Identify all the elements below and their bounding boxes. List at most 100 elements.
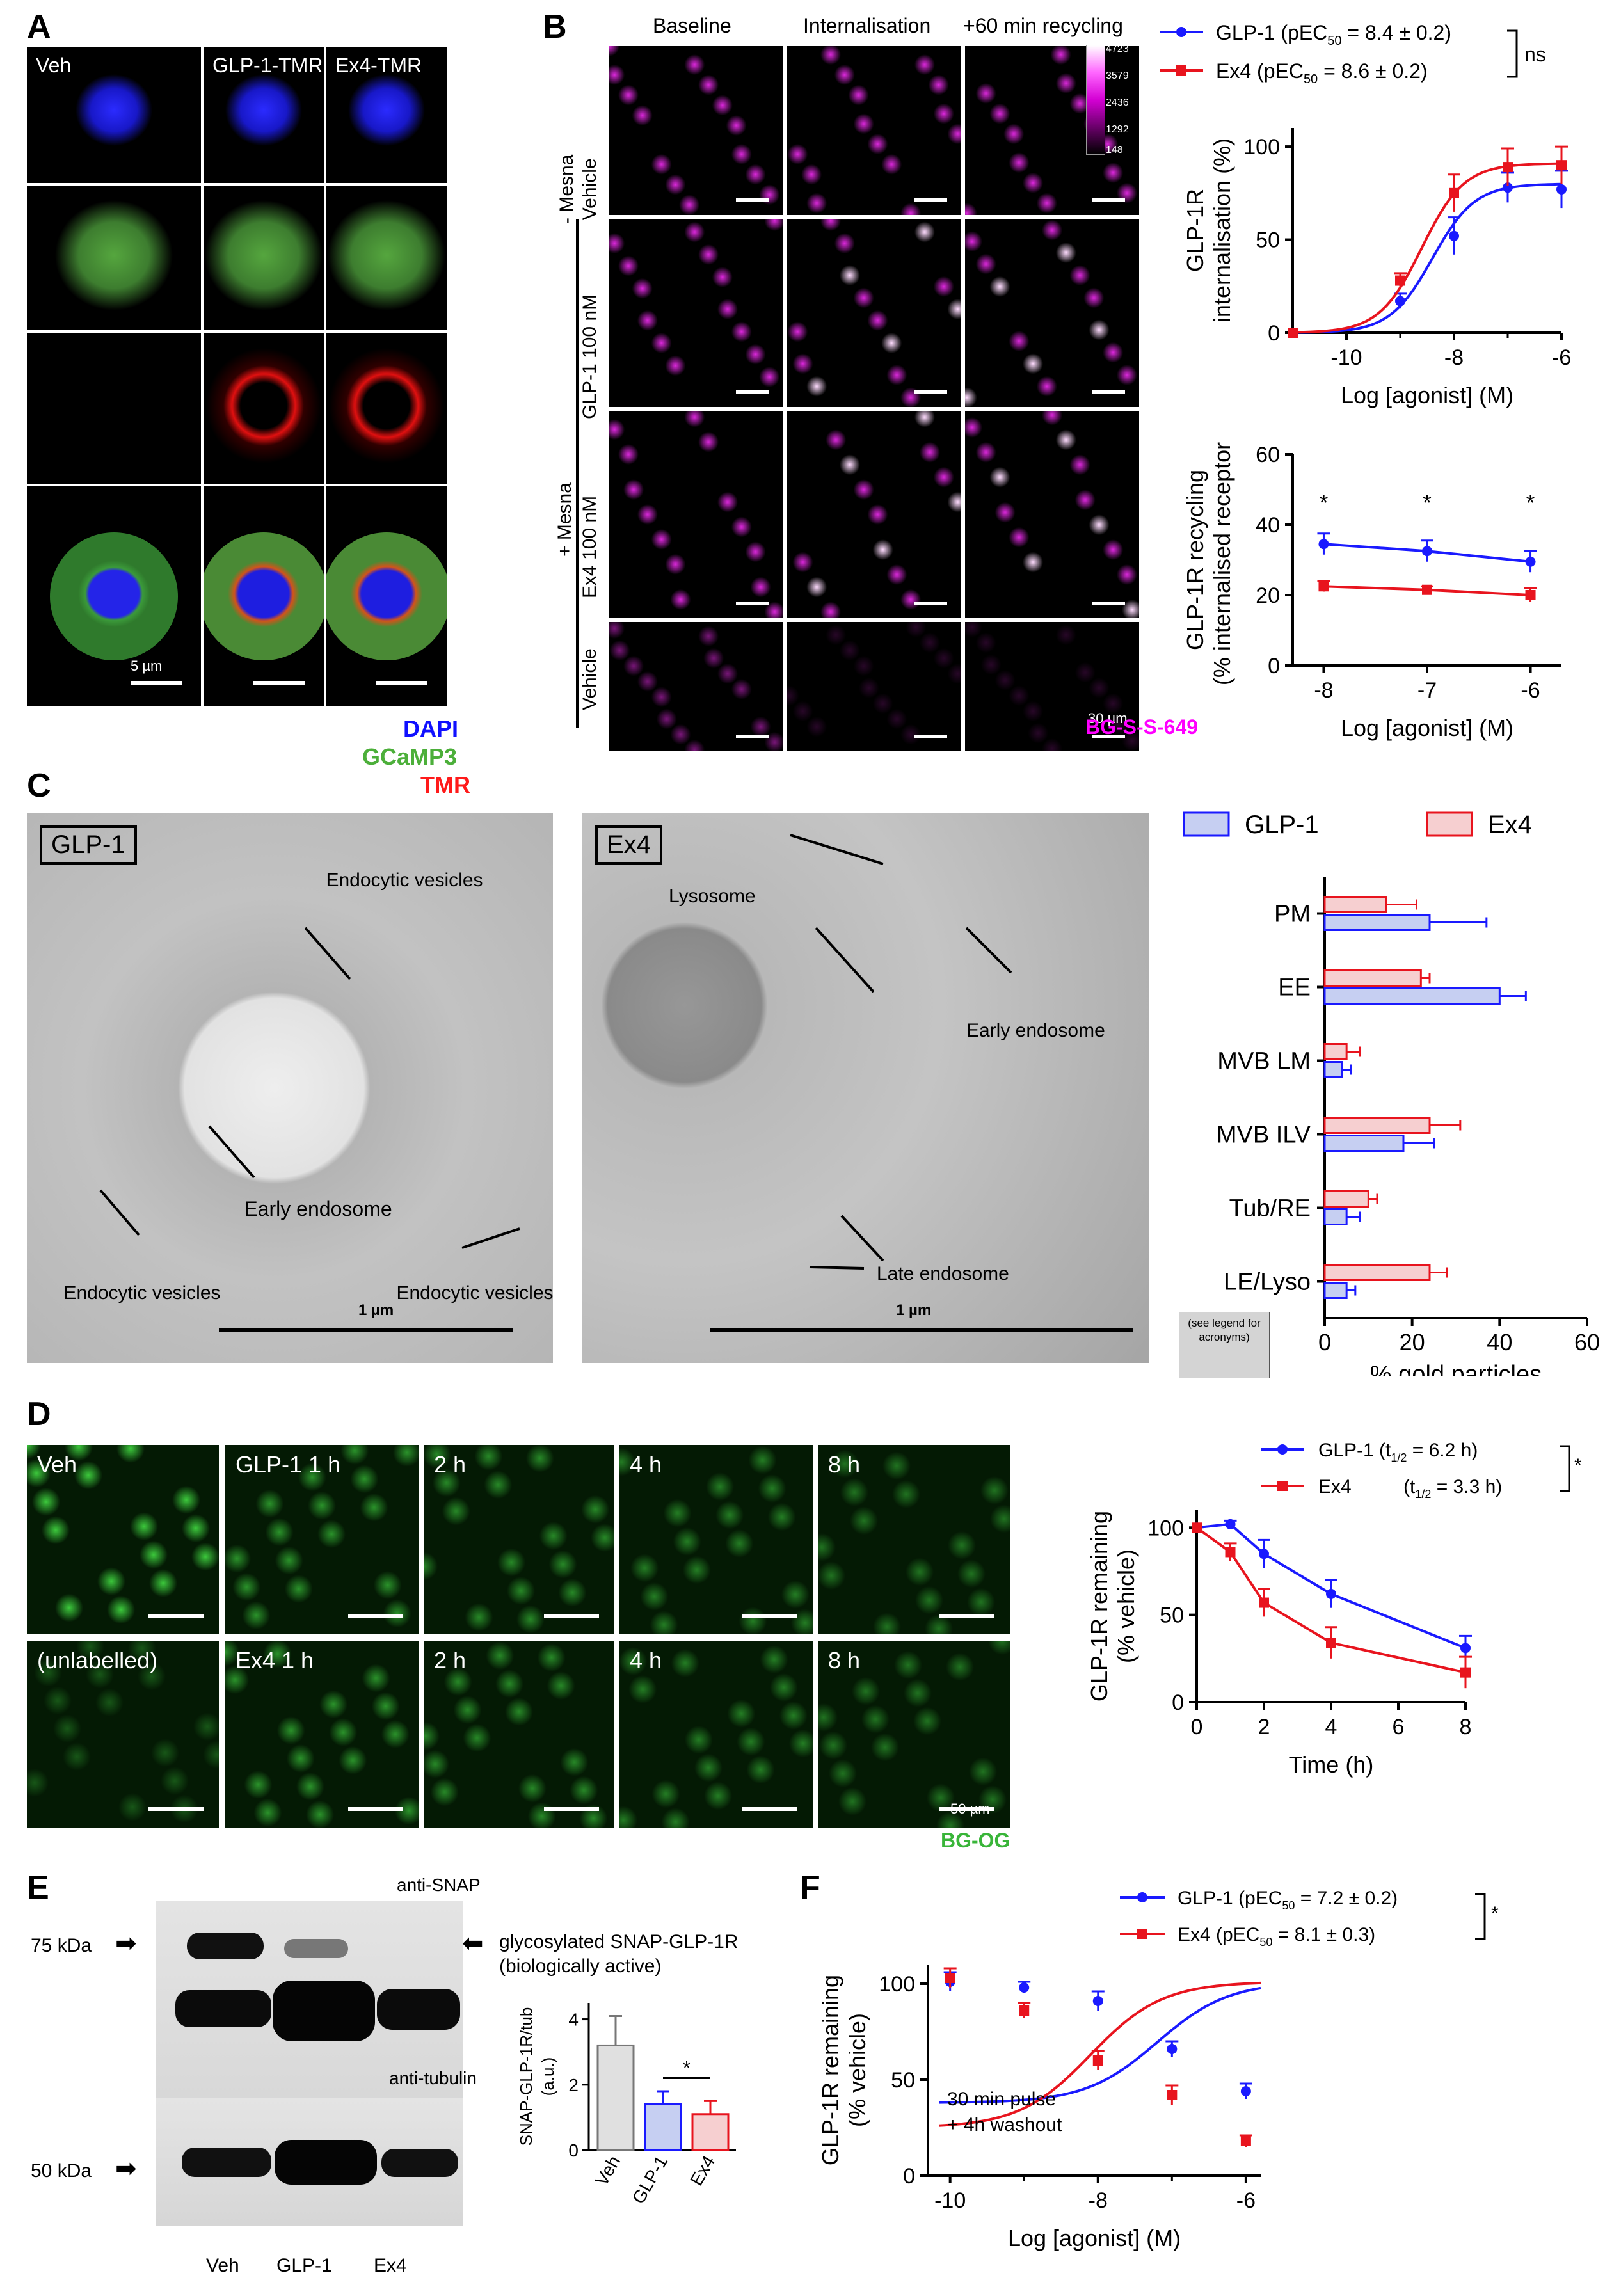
cell-signal: [326, 344, 447, 472]
chart-remaining-time: 0 50 100 0 2 4 6 8 Time (h) GLP-1R remaining(% ve…: [1086, 1510, 1472, 1778]
bar-ex4: [1323, 1264, 1431, 1281]
panel-f-legend: GLP-1 (pEC50 = 7.2 ± 0.2) Ex4 (pEC50 = 8…: [1120, 1888, 1499, 1949]
micrograph-d-cell: 2 h: [424, 1641, 614, 1828]
x-tick-label: 60: [1574, 1329, 1600, 1355]
y-tick-label: 100: [1243, 135, 1280, 159]
star-f: *: [1491, 1903, 1499, 1924]
bar-ex4: [1323, 896, 1387, 913]
micrograph-d-cell: 2 h: [424, 1445, 614, 1634]
panel-b-legend: GLP-1 (pEC50 = 8.4 ± 0.2) Ex4 (pEC50 = 8…: [1160, 21, 1546, 86]
star-d: *: [1574, 1455, 1582, 1476]
legend-dapi: DAPI: [403, 715, 459, 742]
micrograph-a-cell: [204, 333, 324, 484]
ns-label: ns: [1524, 43, 1546, 66]
arrow-75-icon: ➡: [115, 1929, 137, 1957]
scalebar-d: [148, 1614, 204, 1618]
y-tick-label: 50: [1256, 228, 1280, 253]
band-veh-lower: [175, 1990, 271, 2027]
legend-label-glp1: GLP-1: [1245, 811, 1319, 839]
significance-star: *: [1319, 490, 1328, 516]
x-tick-label: 6: [1393, 1715, 1405, 1739]
point-ex4: [1503, 162, 1513, 173]
em-glp1-annotations: Endocytic vesicles Early endosome Endocy…: [63, 870, 553, 1332]
annot-early-endosome-ex4: Early endosome: [966, 1020, 1105, 1041]
category-label: Veh: [591, 2153, 624, 2189]
x-tick-label: -6: [1552, 346, 1571, 370]
scalebar-a: [131, 681, 182, 685]
cell-signal: [204, 532, 324, 660]
cell-signal: [50, 194, 178, 322]
point-ex4: [1556, 160, 1567, 171]
western-blot-tubulin: [156, 2098, 463, 2226]
arrow-1: [304, 927, 351, 980]
micrograph-b-cell: [609, 411, 783, 618]
scalebar-d: [742, 1614, 797, 1618]
kda-50: 50 kDa: [31, 2160, 92, 2181]
x-tick-label: -8: [1314, 678, 1333, 703]
point-glp1: [1259, 1549, 1269, 1559]
legend-marker-ex4-f: [1137, 1929, 1147, 1939]
y-axis-label: GLP-1R remaining(% vehicle): [1086, 1511, 1139, 1702]
x-tick-label: 8: [1460, 1715, 1472, 1739]
band-tub-ex4: [381, 2149, 458, 2177]
fit-curve-ex4: [1292, 162, 1562, 334]
y-tick-label: 0: [1172, 1691, 1184, 1715]
scalebar-a: [253, 681, 305, 685]
colorbar: [1086, 45, 1105, 155]
micrograph-d-label: 8 h: [828, 1451, 861, 1478]
annot-early-endosome: Early endosome: [244, 1197, 392, 1220]
micrograph-b-cell: [787, 411, 961, 618]
scalebar-d: [544, 1614, 599, 1618]
point-ex4: [1192, 1522, 1202, 1533]
chart-internalisation: 0 50 100 -10 -8 -6 Log [agonist] (M) GLP-1Rinte…: [1182, 128, 1571, 408]
cell-signal: [204, 194, 324, 322]
micrograph-d-label: (unlabelled): [37, 1647, 158, 1673]
point-ex4: [945, 1973, 955, 1983]
significance-star: *: [1423, 490, 1432, 516]
col-label-a: Ex4-TMR: [335, 54, 422, 77]
scalebar-d: [939, 1614, 994, 1618]
annot-endocytic-left: Endocytic vesicles: [63, 1282, 220, 1303]
scalebar-b: [1092, 390, 1125, 394]
legend-text-glp1-d: GLP-1 (t1/2 = 6.2 h): [1318, 1440, 1478, 1464]
micrograph-b-cell: [965, 622, 1139, 751]
point-glp1: [1326, 1588, 1336, 1599]
bg-og-label: BG-OG: [941, 1829, 1010, 1852]
lane-ex4: Ex4: [374, 2255, 407, 2276]
micrograph-b-cell: [965, 219, 1139, 407]
micrograph-a-cell: [326, 486, 447, 706]
x-tick-label: -6: [1521, 678, 1540, 703]
arrow-7: [965, 927, 1012, 974]
y-tick-label: 100: [1147, 1516, 1184, 1540]
scalebar-b: [914, 602, 947, 605]
bar-ex4: [1323, 1043, 1348, 1060]
arrow-3: [99, 1189, 140, 1236]
micrograph-a-cell: [27, 186, 201, 330]
bar-glp1: [1323, 1061, 1343, 1078]
micrograph-a-cell: [326, 333, 447, 484]
micrograph-a-cell: [204, 47, 324, 183]
point-glp1: [1422, 546, 1432, 557]
scalebar-d: [939, 1807, 994, 1811]
scalebar-b: [914, 390, 947, 394]
col-internalisation: Internalisation: [803, 14, 931, 37]
scalebar-a: [376, 681, 427, 685]
point-ex4: [1449, 187, 1459, 198]
bar-ex4: [691, 2113, 730, 2151]
cbar-tick-3: 2436: [1106, 97, 1129, 108]
bar-ex4: [1323, 969, 1422, 987]
micrograph-d-cell: 4 h: [619, 1445, 813, 1634]
category-label: LE/Lyso: [1224, 1269, 1311, 1296]
chart-remaining-dose: 0 50 100 -10 -8 -6 Log [agonist] (M) GLP-1R rem…: [817, 1965, 1261, 2251]
legend-text-ex4-t: (t1/2 = 3.3 h): [1403, 1476, 1502, 1501]
micrograph-a-cell: [204, 186, 324, 330]
point-glp1: [1449, 230, 1459, 241]
band-ex4-lower: [377, 1989, 460, 2030]
point-glp1: [1092, 1996, 1103, 2006]
x-tick-label: 0: [1191, 1715, 1203, 1739]
col-baseline: Baseline: [653, 14, 731, 37]
micrograph-a-cell: [326, 186, 447, 330]
point-glp1: [1019, 1982, 1030, 1993]
micrograph-d-label: 8 h: [828, 1647, 861, 1673]
chart-recycling: 0 20 40 60 -8 -7 -6 Log [agonist] (M) GLP-1R rec…: [1182, 442, 1561, 741]
